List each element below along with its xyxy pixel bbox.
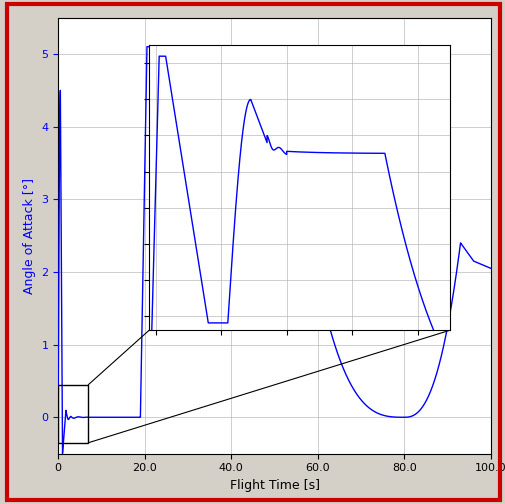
Bar [58, 385, 88, 443]
Y-axis label: Angle of Attack [°]: Angle of Attack [°] [23, 177, 36, 294]
X-axis label: Flight Time [s]: Flight Time [s] [229, 479, 319, 492]
